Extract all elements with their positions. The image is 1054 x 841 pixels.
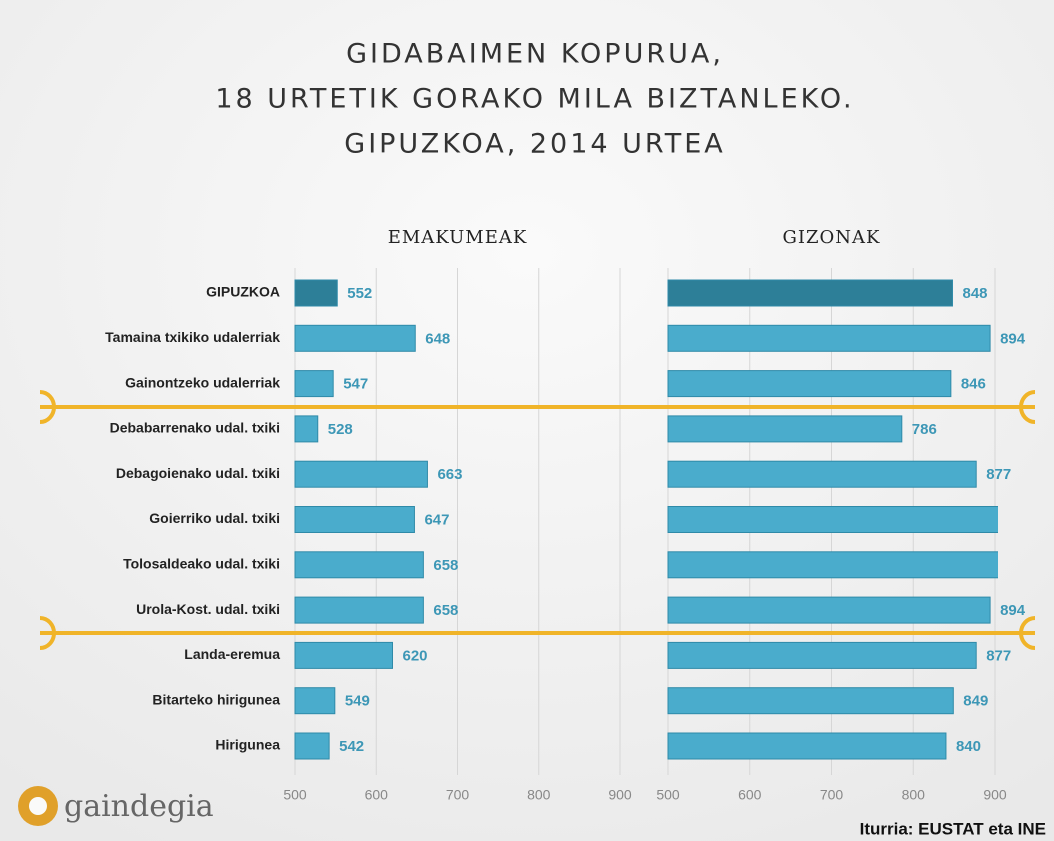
bar (667, 506, 998, 533)
x-tick-label: 800 (527, 787, 551, 803)
bar (667, 687, 954, 715)
category-label: Tolosaldeako udal. txiki (123, 556, 280, 572)
category-label: Goierriko udal. txiki (149, 510, 280, 526)
bar (294, 551, 424, 579)
value-label: 658 (433, 557, 458, 574)
bar (667, 370, 952, 398)
bar (294, 506, 415, 533)
bar (294, 641, 393, 669)
bar (294, 687, 336, 715)
x-tick-label: 600 (365, 787, 389, 803)
value-label: 528 (328, 421, 353, 438)
source: Iturria: EUSTAT eta INE (860, 819, 1046, 838)
separator-cap (1019, 616, 1036, 650)
category-label: Urola-Kost. udal. txiki (136, 601, 280, 617)
x-tick-label: 700 (820, 787, 844, 803)
value-label: 877 (986, 466, 1011, 483)
x-tick-label: 800 (902, 787, 926, 803)
x-tick-label: 900 (608, 787, 632, 803)
category-label: Debagoienako udal. txiki (116, 465, 280, 481)
separators (39, 390, 1036, 650)
value-label: 894 (1000, 330, 1026, 347)
chart-title: GIDABAIMEN KOPURUA, (346, 39, 724, 70)
bar (294, 415, 319, 443)
category-label: Debabarrenako udal. txiki (110, 420, 280, 436)
bar (667, 415, 903, 443)
bar (667, 551, 998, 579)
category-label: Hirigunea (215, 737, 280, 753)
bar (667, 324, 991, 352)
category-label: GIPUZKOA (206, 284, 280, 300)
category-label: Landa-eremua (184, 646, 280, 662)
value-label: 542 (339, 738, 364, 755)
x-tick-label: 600 (738, 787, 762, 803)
value-label: 663 (437, 466, 462, 483)
chart-title: 18 URTETIK GORAKO MILA BIZTANLEKO. (215, 84, 854, 115)
separator-cap (39, 616, 56, 650)
value-label: 658 (433, 602, 458, 619)
bar (667, 279, 953, 307)
value-label: 846 (961, 376, 986, 393)
bar (667, 641, 977, 669)
value-label: 786 (912, 421, 937, 438)
x-tick-label: 900 (983, 787, 1007, 803)
separator-cap (39, 390, 56, 424)
chart-title: GIPUZKOA, 2014 URTEA (344, 129, 725, 160)
category-label: Tamaina txikiko udalerriak (105, 329, 280, 345)
separator-cap (1019, 390, 1036, 424)
value-label: 848 (962, 285, 987, 302)
logo-text: gaindegia (64, 789, 214, 824)
value-label: 647 (424, 511, 449, 528)
value-label: 547 (343, 376, 368, 393)
x-tick-label: 500 (656, 787, 680, 803)
value-label: 877 (986, 647, 1011, 664)
bar (667, 460, 977, 488)
value-label: 549 (345, 693, 370, 710)
bar (667, 732, 947, 760)
value-label: 840 (956, 738, 981, 755)
x-tick-label: 500 (283, 787, 307, 803)
bar (294, 324, 416, 352)
bar (294, 460, 428, 488)
x-tick-label: 700 (446, 787, 470, 803)
logo: gaindegia (18, 786, 214, 826)
bar (667, 596, 991, 624)
category-label: Bitarteko hirigunea (152, 691, 280, 707)
value-label: 648 (425, 330, 450, 347)
value-label: 552 (347, 285, 372, 302)
logo-icon (29, 797, 47, 815)
value-label: 849 (963, 693, 988, 710)
panel-header: GIZONAK (783, 227, 881, 248)
bar (294, 596, 424, 624)
value-label: 894 (1000, 602, 1026, 619)
value-label: 620 (403, 647, 428, 664)
bar (294, 279, 338, 307)
bar (294, 370, 334, 398)
category-label: Gainontzeko udalerriak (125, 374, 280, 390)
plot: EMAKUMEAK 500 600 700 800 900 552 648 547 528 663 6… (105, 227, 1026, 803)
panel-header: EMAKUMEAK (388, 227, 528, 248)
bar (294, 732, 330, 760)
